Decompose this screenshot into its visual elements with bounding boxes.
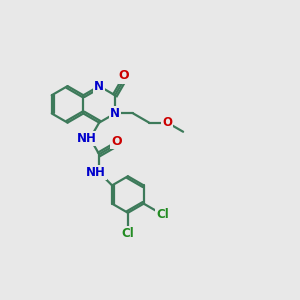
Text: O: O <box>111 135 122 148</box>
Text: N: N <box>94 80 104 93</box>
Text: NH: NH <box>76 132 97 145</box>
Text: Cl: Cl <box>156 208 169 221</box>
Text: NH: NH <box>86 166 106 179</box>
Text: O: O <box>162 116 172 129</box>
Text: N: N <box>110 107 120 120</box>
Text: Cl: Cl <box>122 227 134 240</box>
Text: O: O <box>119 69 129 82</box>
